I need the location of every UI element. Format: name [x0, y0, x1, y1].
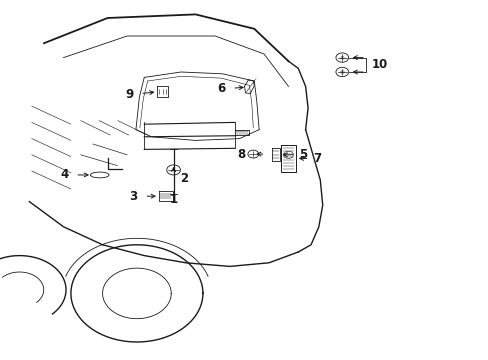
Text: 7: 7: [312, 152, 321, 165]
Text: 5: 5: [298, 148, 306, 161]
Text: 3: 3: [129, 190, 137, 203]
Text: 9: 9: [125, 88, 134, 101]
Text: 6: 6: [217, 82, 225, 95]
Text: 8: 8: [237, 148, 245, 161]
Text: 4: 4: [60, 168, 68, 181]
Text: 1: 1: [169, 193, 177, 206]
Text: 2: 2: [180, 172, 188, 185]
Text: 10: 10: [371, 58, 387, 71]
